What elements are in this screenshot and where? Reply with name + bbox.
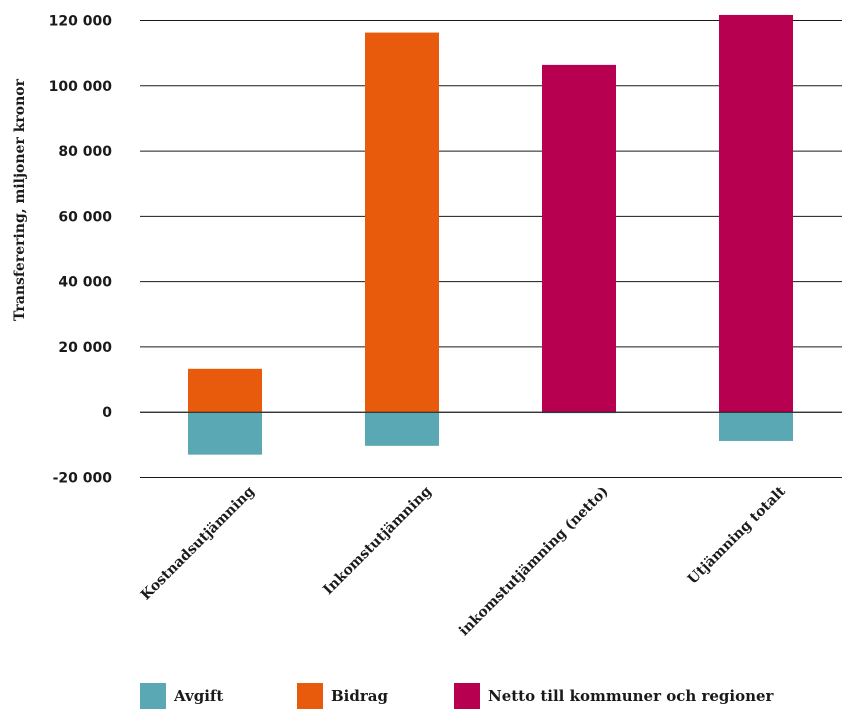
x-category-label: Inkomstutjämning [320,483,435,598]
legend-item-bidrag: Bidrag [297,683,388,709]
bar-avgift [365,412,439,446]
legend-label-bidrag: Bidrag [331,687,388,705]
x-category-labels: Kostnadsutjämning Inkomstutjämning inkomst… [138,483,789,639]
legend-swatch-netto [454,683,480,709]
y-tick-label: 120 000 [49,14,113,30]
legend-label-netto: Netto till kommuner och regioner [488,687,774,705]
x-category-label: Kostnadsutjämning [138,483,258,603]
y-tick-label: 100 000 [49,79,113,95]
y-tick-label: 80 000 [58,144,112,160]
legend-swatch-bidrag [297,683,323,709]
bar-netto [719,14,793,413]
y-axis-label: Transferering, miljoner kronor [12,78,28,321]
x-category-label: Utjämning totalt [685,483,789,587]
y-tick-labels: -20 000 0 20 000 40 000 60 000 80 000 100 000 1… [49,14,113,487]
y-tick-label: 40 000 [58,275,112,291]
y-tick-label: 20 000 [58,340,112,356]
legend: Avgift Bidrag Netto till kommuner och re… [0,683,844,715]
x-category-label: inkomstutjämning (netto) [456,484,612,640]
bars [140,14,842,455]
bar-bidrag [188,368,262,413]
y-tick-label: 60 000 [58,209,112,225]
bar-avgift [719,412,793,441]
bar-bidrag [365,32,439,413]
y-tick-label: 0 [102,405,112,421]
legend-item-avgift: Avgift [140,683,223,709]
legend-label-avgift: Avgift [174,687,224,705]
chart: -20 000 0 20 000 40 000 60 000 80 000 100 000 1… [12,14,842,639]
legend-swatch-avgift [140,683,166,709]
bar-netto [542,64,616,413]
legend-item-netto: Netto till kommuner och regioner [454,683,773,709]
y-tick-label: -20 000 [53,471,113,487]
bar-avgift [188,412,262,455]
